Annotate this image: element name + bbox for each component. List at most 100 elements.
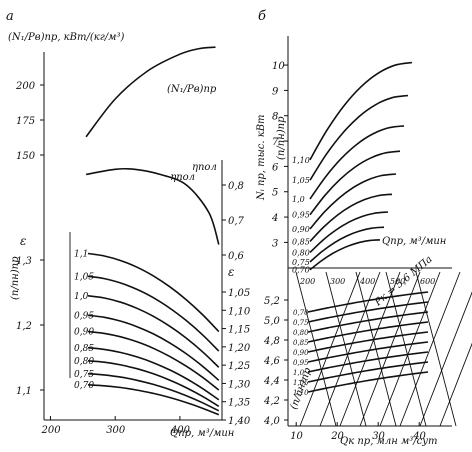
panel-b-diagonal [399,271,461,427]
panel-b-x-tick-label: 20 [330,431,344,442]
pressure-line-label: 500 [390,277,405,286]
family-b-bottom-line [307,311,429,333]
panel-b-ylabel-top: Nᵢ пр, тыс. кВт [256,114,267,201]
panel-b-N-tick-label: 6 [272,162,279,173]
family-a-line [87,384,220,416]
family-a-label: 0,75 [74,370,94,380]
family-b-top-label: 1,05 [292,176,310,185]
family-b-top-line [309,193,393,242]
panel-a-eps-right-tick-label: 1,05 [228,288,250,299]
panel-b-diagonal [379,271,441,427]
panel-b-xlabel-bottom: Qк пр, млн м³/сут [340,436,438,447]
panel-b-N-tick-label: 4 [271,213,278,224]
panel-b-N-tick-label: 3 [272,238,278,249]
panel-a-eps-tick-label: 1,1 [16,386,32,397]
family-a-label: 0,80 [74,357,94,367]
series-eta-label: ηпол [170,172,195,183]
family-b-bottom-line [307,341,429,363]
panel-b-bottom-tick-label: 4,4 [263,376,280,387]
pressure-line [295,271,337,427]
panel-b-xlabel-top: Qпр, м³/мин [382,236,446,247]
panel-b-label: б [258,9,266,24]
family-b-bottom-label: 0,95 [293,359,309,367]
family-b-top-line [309,61,413,161]
panel-b-bottom-tick-label: 4,6 [263,356,281,367]
family-a-line [87,295,220,368]
panel-b-N-tick-label: 9 [272,86,279,97]
panel-a-N-tick-label: 200 [15,81,36,92]
panel-b-diagonal [419,291,472,427]
panel-a-eps-right-tick-label: 1,35 [228,398,250,409]
family-a-line [87,373,220,412]
panel-a-N-tick-label: 150 [16,151,36,162]
family-a-label: 1,0 [74,292,89,302]
panel-b-N-tick-label: 7 [272,137,279,148]
panel-a-eps-right-tick-label: 1,30 [228,379,251,390]
family-a-line [87,330,220,391]
panel-a-N-tick-label: 175 [16,116,35,127]
family-b-bottom-label: 1,0 [293,369,305,377]
family-a-label: 0,85 [74,344,94,354]
panel-b-bottom-tick-label: 5,0 [264,316,281,327]
family-a-line [87,252,220,333]
family-b-bottom-line [307,301,429,323]
panel-b-x-tick-label: 10 [290,431,303,442]
family-b-top-label: 0,85 [292,237,310,246]
family-a-label: 1,05 [74,272,94,282]
panel-a-eps-right-tick-label: 1,10 [228,306,251,317]
family-b-bottom-line [307,351,429,373]
panel-b-diagonal [299,271,361,427]
panel-a-eps-right-tick-label: 1,40 [228,416,251,427]
family-b-top-label: 0,70 [292,266,310,275]
pressure-line [415,271,457,427]
panel-a-eta-tick-label: 0,8 [228,181,244,192]
panel-b-x-tick-label: 30 [372,431,385,442]
family-b-bottom-line [307,321,429,343]
panel-a-eta-tick-label: 0,7 [228,216,245,227]
panel-b-x-tick-label: 40 [412,431,426,442]
panel-b-family-label-top: (n/nн)пр [276,116,287,160]
family-b-bottom-line [307,371,429,393]
family-b-bottom-line [307,331,429,353]
panel-a-label: а [6,9,14,24]
panel-a-x-tick-label: 400 [170,425,191,436]
family-a-line [87,314,220,381]
series-N-line [85,46,216,138]
family-b-top-line [309,125,405,200]
family-b-top-line [309,239,381,271]
family-b-top-line [309,150,401,216]
series-N-label: (N₁/Pв)пр [167,84,217,95]
family-b-bottom-label: 0,70 [293,309,309,317]
panel-a-eta-tick-label: 0,6 [228,251,245,262]
family-b-top-label: 0,95 [292,211,310,220]
panel-b-diagonal [359,271,421,427]
panel-a-eps-tick-label: 1,3 [16,256,32,267]
panel-a-eps-right-tick-label: 1,15 [228,325,250,336]
family-b-bottom-label: 0,85 [293,339,309,347]
panel-a-eps-tick-label: 1,2 [16,321,32,332]
pressure-line-label: 200 [299,277,315,286]
panel-a-eps-right-tick-label: 1,20 [228,343,251,354]
family-b-bottom-label: 1,05 [293,379,309,387]
family-b-bottom-label: 0,80 [293,329,309,337]
eps-left-label: ε [20,234,26,248]
panel-b-bottom-tick-label: 5,2 [264,296,280,307]
family-a-label: 0,95 [74,311,94,321]
eps-right-label: ε [228,265,234,279]
pressure-line-label: 400 [359,277,375,286]
family-b-top-label: 0,90 [292,225,310,234]
panel-a-x-tick-label: 200 [40,425,61,436]
eta-axis-label: ηпол [192,162,217,173]
panel-b-diagonal [439,342,472,427]
panel-a: а (N₁/Pв)пр, кВт/(кг/м³) ηпол ε ε Qпр, м… [6,9,234,439]
pressure-line [385,271,427,427]
family-a-line [87,347,220,401]
panel-b-diagonal [319,271,381,427]
panel-b-diagonal [339,271,401,427]
family-b-bottom-line [307,291,429,313]
panel-a-x-tick-label: 300 [106,425,126,436]
family-b-top-label: 1,10 [292,156,310,165]
panel-b-N-tick-label: 5 [272,188,278,199]
family-a-line [87,360,220,407]
